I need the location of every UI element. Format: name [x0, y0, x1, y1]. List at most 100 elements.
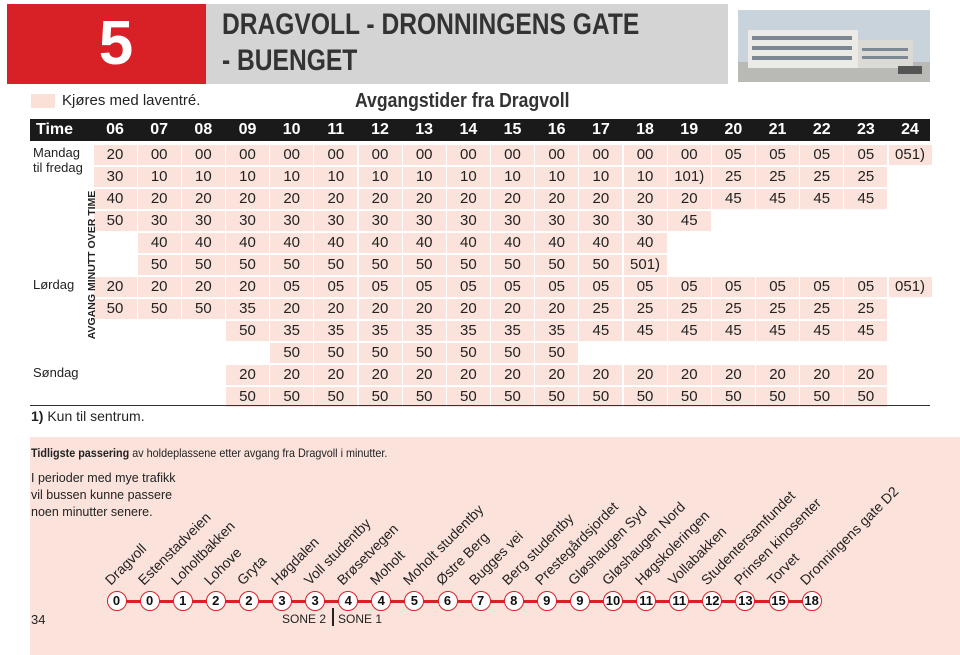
time-cell: 10 — [137, 167, 181, 187]
legend-text: Kjøres med laventré. — [62, 92, 201, 109]
time-cell: 25 — [800, 167, 844, 187]
time-cell: 50 — [446, 343, 490, 363]
time-cell: 00 — [226, 145, 269, 165]
time-cell: 45 — [844, 321, 888, 341]
time-cell: 35 — [358, 321, 402, 341]
time-cell: 30 — [270, 211, 314, 231]
time-cell: 50 — [667, 387, 711, 407]
time-cell: 45 — [800, 189, 844, 209]
time-cell: 45 — [711, 189, 755, 209]
time-cell: 40 — [137, 233, 181, 253]
time-cell: 50 — [358, 255, 402, 275]
time-cell: 10 — [579, 167, 623, 187]
time-cell: 05 — [579, 277, 623, 297]
time-cell: 50 — [270, 343, 314, 363]
stop-minute: 4 — [338, 591, 359, 611]
time-cell: 00 — [137, 145, 181, 165]
time-cell: 40 — [314, 233, 358, 253]
time-cell: 45 — [756, 189, 800, 209]
time-cell: 00 — [446, 145, 490, 165]
time-cell: 25 — [623, 299, 667, 319]
footnote-marker: 1) — [31, 408, 44, 424]
time-cell: 50 — [181, 255, 225, 275]
hour: 22 — [812, 121, 831, 138]
time-cell: 50 — [270, 387, 314, 407]
time-cell: 20 — [314, 299, 358, 319]
day-label: Mandag til fredag — [33, 145, 83, 175]
time-cell: 40 — [446, 233, 490, 253]
time-cell: 05 — [446, 277, 490, 297]
time-cell: 40 — [226, 233, 269, 253]
legend-swatch — [31, 94, 55, 108]
time-cell: 00 — [314, 145, 358, 165]
time-cell: 40 — [535, 233, 579, 253]
time-cell: 05 — [270, 277, 314, 297]
hour: 19 — [680, 121, 699, 138]
time-cell: 40 — [93, 189, 137, 209]
time-cell: 35 — [402, 321, 446, 341]
time-cell: 05 — [711, 145, 755, 165]
time-cell: 20 — [623, 365, 667, 385]
time-cell: 50 — [800, 387, 844, 407]
stop-minute: 1 — [172, 591, 193, 611]
photo — [738, 10, 930, 82]
title-box — [206, 4, 728, 84]
stop-minute: 18 — [801, 591, 822, 611]
hour: 17 — [591, 121, 610, 138]
time-cell: 30 — [402, 211, 446, 231]
time-cell: 10 — [314, 167, 358, 187]
corner: Time — [36, 121, 74, 138]
time-cell: 20 — [446, 189, 490, 209]
time-cell: 20 — [711, 365, 755, 385]
side-label-box: AVGANG MINUTT OVER TIME — [84, 188, 100, 343]
time-cell: 20 — [402, 299, 446, 319]
time-cell: 25 — [844, 167, 888, 187]
hour: 13 — [415, 121, 434, 138]
route-line — [107, 600, 819, 603]
time-cell: 20 — [535, 189, 579, 209]
stop-minute: 11 — [669, 591, 690, 611]
time-cell: 20 — [491, 189, 535, 209]
time-cell: 50 — [491, 387, 535, 407]
time-cell: 00 — [491, 145, 535, 165]
hour: 06 — [106, 121, 124, 138]
stop-minute: 3 — [272, 591, 292, 611]
stop-minute: 7 — [470, 591, 491, 611]
time-cell: 05 — [358, 277, 402, 297]
time-cell: 45 — [579, 321, 623, 341]
day-label: Lørdag — [33, 277, 75, 292]
footnote-text: Kun til sentrum. — [47, 408, 145, 424]
time-cell: 30 — [226, 211, 269, 231]
time-cell: 10 — [491, 167, 535, 187]
time-cell: 30 — [314, 211, 358, 231]
time-cell: 50 — [623, 387, 667, 407]
hour: 11 — [327, 121, 345, 138]
time-cell: 25 — [667, 299, 711, 319]
time-cell: 20 — [579, 189, 623, 209]
time-cell: 50 — [446, 255, 490, 275]
time-cell: 40 — [579, 233, 623, 253]
time-cell: 40 — [181, 233, 225, 253]
time-cell: 25 — [844, 299, 888, 319]
time-cell: 30 — [491, 211, 535, 231]
time-cell: 50 — [314, 255, 358, 275]
time-cell: 50 — [579, 255, 623, 275]
time-cell: 50 — [756, 387, 800, 407]
time-cell: 45 — [800, 321, 844, 341]
stop-minute: 4 — [371, 591, 392, 611]
time-cell: 20 — [358, 365, 402, 385]
hour: 15 — [503, 121, 522, 138]
stop-minute: 0 — [139, 591, 160, 611]
hour: 24 — [901, 121, 919, 138]
time-cell: 05 — [756, 145, 800, 165]
hour: 09 — [238, 121, 257, 138]
time-cell: 10 — [181, 167, 225, 187]
page-number: 34 — [31, 612, 46, 627]
time-cell: 50 — [402, 343, 446, 363]
time-cell: 05 — [844, 145, 888, 165]
time-cell: 05 — [402, 277, 446, 297]
time-cell: 20 — [270, 189, 314, 209]
intro-rest: av holdeplassene etter avgang fra Dragvo… — [132, 446, 388, 460]
time-cell: 35 — [535, 321, 579, 341]
time-cell: 25 — [711, 167, 755, 187]
